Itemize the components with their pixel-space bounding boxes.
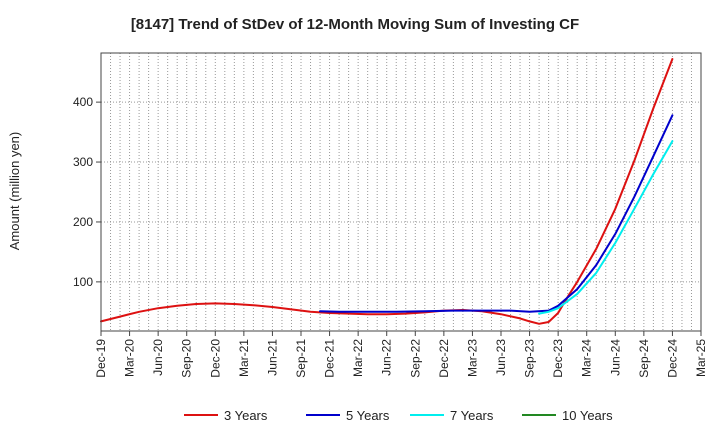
x-tick-label: Sep-23 [523,339,537,378]
x-tick-label: Sep-24 [637,339,651,378]
x-tick-label: Sep-21 [294,339,308,378]
x-tick-label: Mar-21 [237,339,251,377]
x-tick-label: Dec-24 [665,339,679,378]
plot-frame [100,52,702,332]
legend: 3 Years 5 Years 7 Years 10 Years [184,408,613,423]
y-axis-label: Amount (million yen) [7,132,22,251]
y-tick-label: 300 [73,155,93,169]
grid [100,53,702,331]
series-group [100,58,674,325]
x-tick-label: Mar-22 [351,339,365,377]
x-tick-label: Jun-22 [380,339,394,376]
legend-label: 5 Years [346,408,390,423]
y-axis: 100 200 300 400 [73,95,101,289]
x-tick-label: Dec-20 [208,339,222,378]
plot-area [101,53,701,331]
x-tick-label: Sep-22 [408,339,422,378]
legend-label: 7 Years [450,408,494,423]
x-tick-label: Jun-24 [608,339,622,376]
y-tick-label: 200 [73,215,93,229]
x-tick-label: Dec-21 [323,339,337,378]
legend-label: 10 Years [562,408,613,423]
x-tick-label: Dec-19 [94,339,108,378]
x-tick-label: Jun-23 [494,339,508,376]
series-line [319,114,674,313]
chart-title: [8147] Trend of StDev of 12-Month Moving… [131,16,579,33]
x-tick-label: Dec-22 [437,339,451,378]
series-line [100,58,674,325]
x-tick-label: Jun-20 [151,339,165,376]
x-tick-label: Mar-20 [123,339,137,377]
y-tick-label: 400 [73,95,93,109]
series-line [538,140,674,315]
x-tick-label: Dec-23 [551,339,565,378]
x-tick-label: Mar-24 [580,339,594,377]
x-tick-label: Jun-21 [265,339,279,376]
x-tick-label: Mar-25 [694,339,708,377]
x-tick-label: Sep-20 [180,339,194,378]
y-tick-label: 100 [73,275,93,289]
x-tick-label: Mar-23 [465,339,479,377]
legend-label: 3 Years [224,408,268,423]
x-axis: Dec-19 Mar-20 Jun-20 Sep-20 Dec-20 Mar-21 Jun-… [94,331,708,378]
